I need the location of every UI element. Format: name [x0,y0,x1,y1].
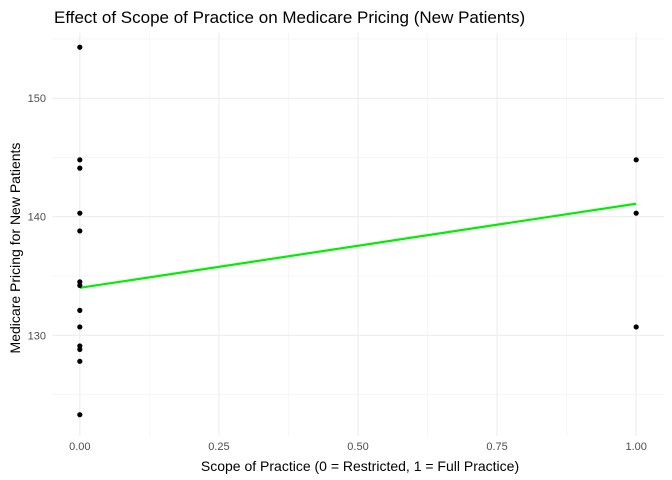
x-tick-label: 1.00 [625,441,646,453]
chart-title: Effect of Scope of Practice on Medicare … [54,8,525,27]
data-point [77,279,83,285]
data-point [77,44,83,50]
data-point [77,343,83,349]
data-point [77,307,83,313]
x-tick-label: 0.00 [69,441,90,453]
y-axis-label: Medicare Pricing for New Patients [7,143,23,354]
data-point [77,282,83,289]
data-point [77,210,83,216]
y-axis-ticks: 130 140 150 [28,93,46,342]
data-point [77,346,83,353]
data-point [77,358,83,364]
data-points [77,44,639,418]
data-point [633,324,639,330]
data-point [633,157,639,163]
y-tick-label: 140 [28,212,46,224]
x-tick-label: 0.25 [208,441,229,453]
data-point [77,157,83,163]
y-tick-label: 130 [28,330,46,342]
data-point [77,228,83,234]
regression-line-group [79,202,637,289]
x-tick-label: 0.50 [347,441,368,453]
data-point [77,324,83,330]
data-point [77,165,83,171]
data-point [633,210,639,216]
x-axis-label: Scope of Practice (0 = Restricted, 1 = F… [201,458,519,474]
x-tick-label: 0.75 [486,441,507,453]
regression-line [79,202,637,289]
x-axis-ticks: 0.00 0.25 0.50 0.75 1.00 [69,441,647,453]
data-point [77,412,83,418]
y-tick-label: 150 [28,93,46,105]
grid-lines [52,33,664,436]
